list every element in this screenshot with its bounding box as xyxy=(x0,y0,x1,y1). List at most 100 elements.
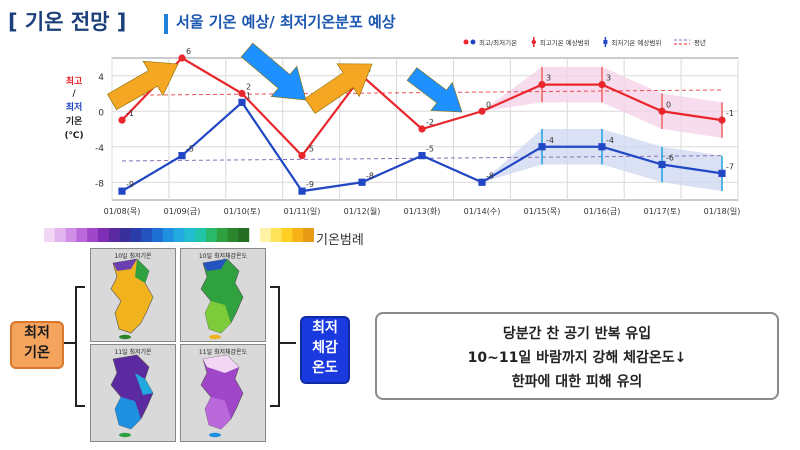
color-scale-label: 기온범례 xyxy=(316,233,364,248)
min-temp-point xyxy=(238,98,246,106)
min-temp-point xyxy=(178,152,186,160)
y-tick-label: 0 xyxy=(98,108,104,118)
map-11-min-temp: 11일 최저기온 xyxy=(90,344,176,442)
data-label: -5 xyxy=(186,145,194,154)
trend-up-arrow-icon xyxy=(304,63,373,114)
legend-label: 최저기온 예상범위 xyxy=(611,38,661,47)
max-temp-point xyxy=(238,89,246,98)
data-label: -9 xyxy=(126,180,134,189)
legend-blue-square-icon xyxy=(603,40,608,44)
color-scale-swatch xyxy=(44,228,56,242)
title-divider-bar xyxy=(164,14,168,34)
map-11-wind-chill: 11일 최저체감온도 xyxy=(180,344,266,442)
wind-chill-label: 최저 체감 온도 xyxy=(300,316,350,384)
message-line-2: 10~11일 바람까지 강해 체감온도↓ xyxy=(467,350,687,366)
data-label: 2 xyxy=(246,83,251,92)
max-temp-point xyxy=(118,116,126,124)
wind-chill-label-line2: 체감 xyxy=(312,340,338,356)
x-tick-label: 01/10(토) xyxy=(224,207,261,216)
data-label: 6 xyxy=(186,47,191,56)
map-10-min-temp: 10일 최저기온 xyxy=(90,248,176,342)
max-temp-point xyxy=(298,152,306,160)
color-scale-swatch xyxy=(130,228,142,242)
data-label: 3 xyxy=(546,74,551,83)
message-line-1: 당분간 찬 공기 반복 유입 xyxy=(502,326,652,342)
x-tick-label: 01/09(금) xyxy=(164,207,201,216)
color-scale-swatch xyxy=(98,228,110,242)
color-scale-swatch xyxy=(76,228,88,242)
wind-chill-label-line3: 온도 xyxy=(312,360,338,376)
color-scale-swatch xyxy=(260,228,272,242)
color-scale-swatch xyxy=(281,228,293,242)
data-label: 1 xyxy=(246,91,251,100)
legend-item: 최저기온 예상범위 xyxy=(603,37,661,47)
min-temp-point xyxy=(478,178,486,186)
color-scale-swatch xyxy=(184,228,196,242)
data-label: -5 xyxy=(306,145,314,154)
min-temp-label-line2: 기온 xyxy=(24,345,50,361)
max-temp-point xyxy=(178,54,186,62)
korea-map-shape xyxy=(110,354,154,438)
data-label: -2 xyxy=(426,118,434,127)
temperature-forecast-chart: 40-4-8최고/최저기온(℃)-162-54-20330-1-9-51-9-8… xyxy=(64,37,741,216)
data-label: -8 xyxy=(486,171,494,180)
color-scale-swatch xyxy=(249,228,261,242)
x-tick-label: 01/18(일) xyxy=(704,207,741,216)
color-scale-swatch xyxy=(87,228,99,242)
data-label: -1 xyxy=(126,109,134,118)
x-tick-label: 01/15(목) xyxy=(524,207,561,216)
max-temp-point xyxy=(598,81,606,89)
map-title: 11일 최저체감온도 xyxy=(198,349,248,356)
legend-item: 최고/최저기온 xyxy=(463,38,517,47)
color-scale-swatch xyxy=(65,228,77,242)
page-title: [ 기온 전망 ] xyxy=(8,10,127,34)
legend-label: 최고/최저기온 xyxy=(479,38,517,47)
x-tick-label: 01/16(금) xyxy=(584,207,621,216)
max-temp-point xyxy=(718,116,726,124)
min-temp-label-line1: 최저 xyxy=(24,325,50,341)
data-label: -1 xyxy=(726,109,734,118)
color-scale-swatch xyxy=(152,228,164,242)
forecast-message-box: 당분간 찬 공기 반복 유입 10~11일 바람까지 강해 체감온도↓ 한파에 … xyxy=(375,312,779,400)
x-tick-label: 01/13(화) xyxy=(404,207,441,216)
color-scale-swatch xyxy=(195,228,207,242)
trend-down-arrow-icon xyxy=(240,42,307,101)
korea-map-shape xyxy=(110,258,154,340)
korea-map-shape xyxy=(200,258,244,340)
data-label: -7 xyxy=(726,162,734,171)
left-bracket xyxy=(75,286,85,407)
data-label: -8 xyxy=(366,171,374,180)
max-temp-point xyxy=(538,81,546,89)
min-temp-point xyxy=(658,160,666,169)
map-title: 10일 최저체감온도 xyxy=(198,253,248,260)
color-scale-swatch xyxy=(162,228,174,242)
y-tick-label: 4 xyxy=(98,73,104,83)
data-label: -9 xyxy=(306,180,314,189)
data-label: -4 xyxy=(546,136,554,145)
color-scale-swatch xyxy=(141,228,153,242)
message-line-3: 한파에 대한 피해 유의 xyxy=(511,374,643,390)
max-temp-point xyxy=(658,107,666,115)
min-temp-point xyxy=(598,143,606,151)
y-axis-title-part: 최고 xyxy=(66,75,83,87)
data-label: -4 xyxy=(606,136,614,145)
color-scale-swatch xyxy=(303,228,314,242)
map-title: 10일 최저기온 xyxy=(114,253,152,260)
color-scale-swatch xyxy=(54,228,66,242)
y-tick-label: -8 xyxy=(95,179,104,189)
min-temp-point xyxy=(418,152,426,160)
min-temp-point xyxy=(538,143,546,151)
wind-chill-label-line1: 최저 xyxy=(312,320,338,336)
y-axis-title-part: (℃) xyxy=(64,131,83,141)
normal-min-line xyxy=(121,155,723,162)
x-tick-label: 01/11(일) xyxy=(284,207,321,216)
trend-up-arrow-icon xyxy=(107,60,179,111)
y-axis-title-part: 최저 xyxy=(66,101,83,113)
right-bracket xyxy=(270,286,280,407)
y-tick-label: -4 xyxy=(95,144,104,154)
min-temp-point xyxy=(358,178,366,186)
korea-map-shape xyxy=(200,354,244,438)
color-scale-swatch xyxy=(227,228,239,242)
y-axis-title-part: / xyxy=(72,89,76,99)
map-10-wind-chill: 10일 최저체감온도 xyxy=(180,248,266,342)
